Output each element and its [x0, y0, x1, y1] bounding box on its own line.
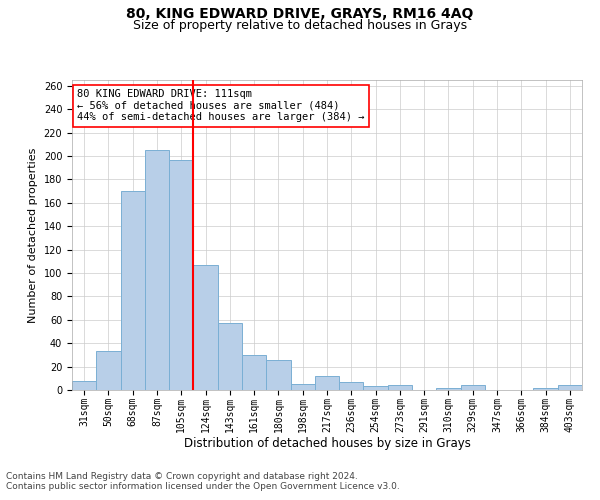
Bar: [315, 376, 339, 390]
Bar: [242, 355, 266, 390]
Bar: [218, 324, 242, 390]
Text: Size of property relative to detached houses in Grays: Size of property relative to detached ho…: [133, 19, 467, 32]
Bar: [193, 265, 218, 390]
Bar: [121, 191, 145, 390]
Bar: [558, 386, 582, 390]
Bar: [96, 352, 121, 390]
Text: Contains public sector information licensed under the Open Government Licence v3: Contains public sector information licen…: [6, 482, 400, 491]
Bar: [461, 386, 485, 390]
Text: 80, KING EDWARD DRIVE, GRAYS, RM16 4AQ: 80, KING EDWARD DRIVE, GRAYS, RM16 4AQ: [127, 8, 473, 22]
Bar: [290, 384, 315, 390]
X-axis label: Distribution of detached houses by size in Grays: Distribution of detached houses by size …: [184, 437, 470, 450]
Bar: [533, 388, 558, 390]
Bar: [388, 386, 412, 390]
Text: Contains HM Land Registry data © Crown copyright and database right 2024.: Contains HM Land Registry data © Crown c…: [6, 472, 358, 481]
Bar: [364, 386, 388, 390]
Y-axis label: Number of detached properties: Number of detached properties: [28, 148, 38, 322]
Text: 80 KING EDWARD DRIVE: 111sqm
← 56% of detached houses are smaller (484)
44% of s: 80 KING EDWARD DRIVE: 111sqm ← 56% of de…: [77, 90, 365, 122]
Bar: [436, 388, 461, 390]
Bar: [72, 380, 96, 390]
Bar: [169, 160, 193, 390]
Bar: [145, 150, 169, 390]
Bar: [339, 382, 364, 390]
Bar: [266, 360, 290, 390]
